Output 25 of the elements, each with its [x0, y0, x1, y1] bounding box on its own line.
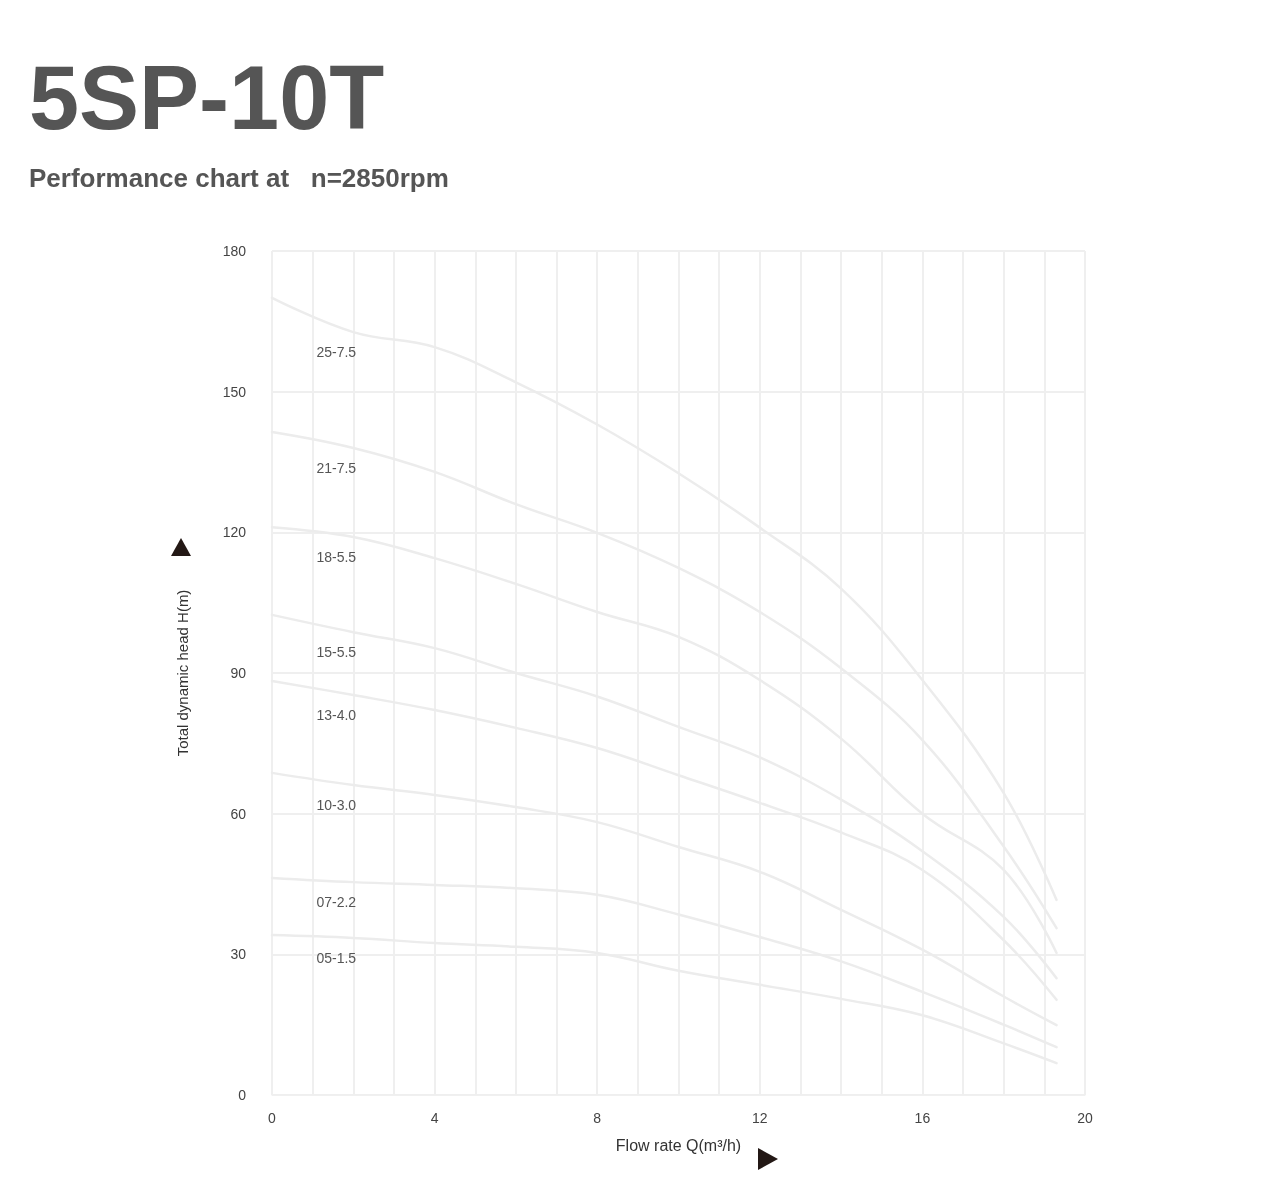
chart-subtitle: Performance chart at n=2850rpm [29, 163, 449, 193]
series-label: 18-5.5 [316, 549, 357, 566]
x-tick-label: 20 [1077, 1110, 1093, 1126]
x-axis-title: Flow rate Q(m³/h) [615, 1136, 742, 1154]
y-tick-label: 150 [222, 383, 247, 400]
y-axis-title: Total dynamic head H(m) [174, 589, 191, 757]
y-tick-label: 90 [230, 665, 247, 681]
x-tick-label: 16 [914, 1110, 931, 1126]
series-label: 15-5.5 [316, 644, 357, 661]
y-tick-label: 180 [222, 243, 247, 259]
y-tick-label: 60 [230, 805, 247, 822]
series-label: 13-4.0 [316, 707, 357, 724]
y-tick-label: 120 [222, 524, 247, 541]
x-tick-label: 0 [268, 1110, 277, 1126]
chart-title: 5SP-10T [29, 48, 385, 148]
x-tick-label: 12 [752, 1110, 768, 1126]
x-tick-label: 8 [593, 1110, 602, 1126]
series-label: 10-3.0 [316, 797, 357, 814]
x-tick-label: 4 [430, 1110, 439, 1126]
y-tick-label: 0 [238, 1087, 247, 1103]
series-label: 07-2.2 [316, 894, 357, 911]
y-tick-label: 30 [230, 946, 247, 963]
series-label: 25-7.5 [316, 344, 357, 361]
series-label: 21-7.5 [316, 459, 357, 476]
series-label: 05-1.5 [316, 949, 357, 966]
